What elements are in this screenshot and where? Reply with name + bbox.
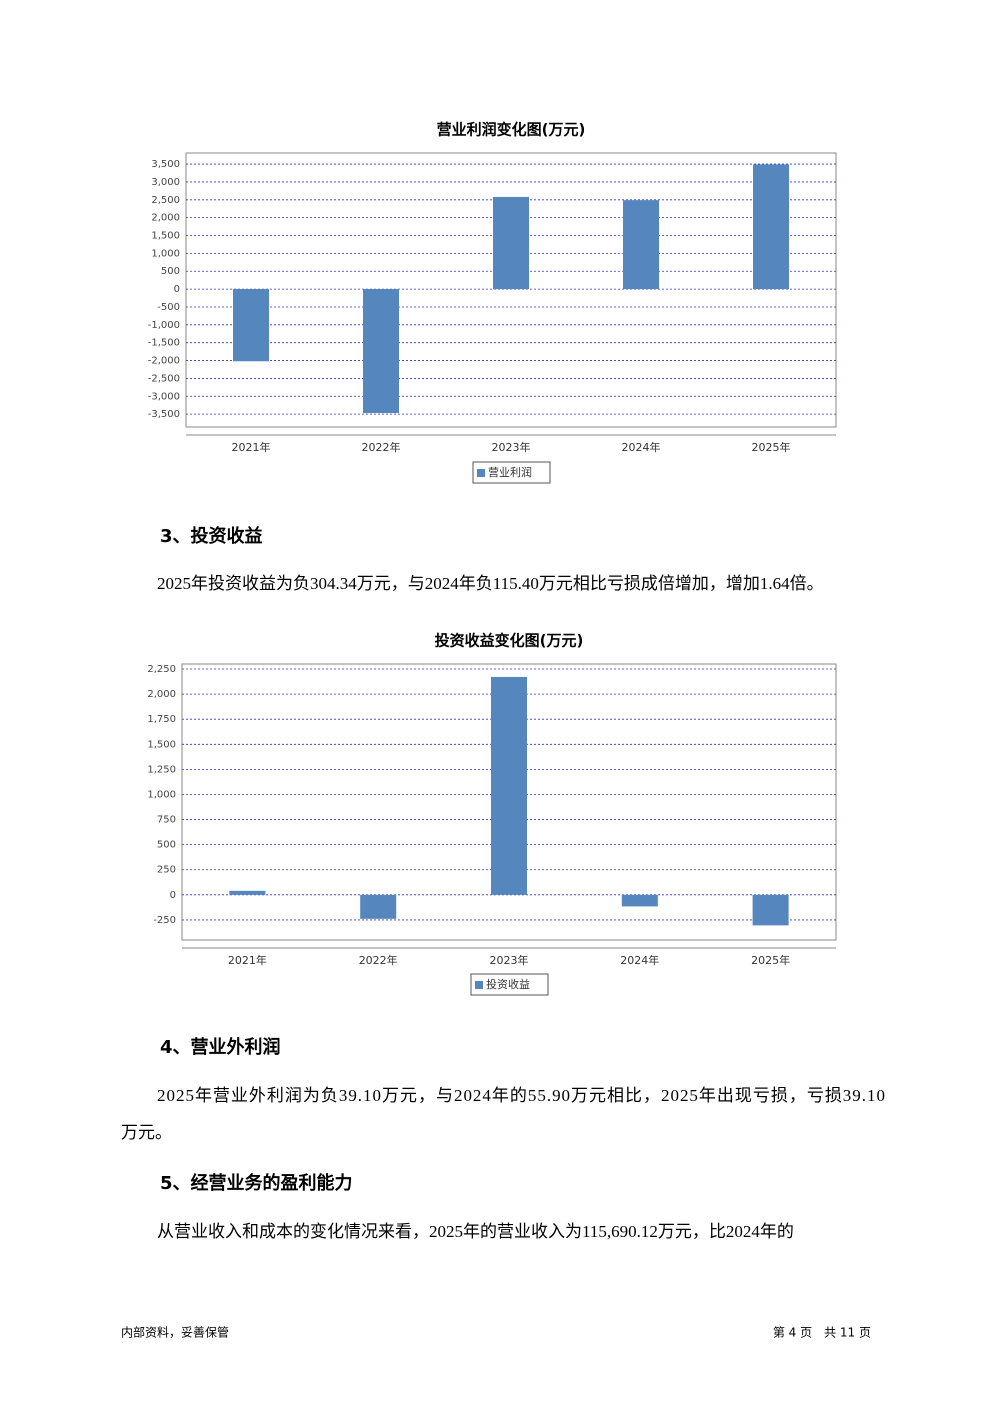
bar: [491, 676, 527, 895]
y-tick-label: 500: [161, 266, 180, 277]
bar: [621, 894, 658, 907]
x-tick-label: 2025年: [752, 440, 791, 454]
y-tick-label: 1,000: [151, 248, 180, 259]
footer-right: 第 4 页 共 11 页: [773, 1326, 871, 1340]
x-tick-label: 2025年: [751, 953, 790, 967]
paragraph: 2025年投资收益为负304.34万元，与2024年负115.40万元相比亏损成…: [157, 574, 824, 593]
legend-label: 营业利润: [488, 465, 532, 479]
y-tick-label: 1,250: [147, 764, 176, 775]
legend-label: 投资收益: [486, 977, 530, 991]
bar: [363, 289, 399, 414]
plot-area: [185, 152, 837, 428]
y-tick-label: 1,500: [151, 231, 180, 242]
section-heading: 5、经营业务的盈利能力: [160, 1172, 353, 1194]
x-tick-label: 2022年: [359, 953, 398, 967]
y-tick-label: -1,500: [148, 338, 180, 349]
chart-title: 投资收益变化图(万元): [435, 632, 584, 650]
legend-swatch: [477, 469, 485, 477]
y-tick-label: 3,500: [151, 159, 180, 170]
x-tick-label: 2021年: [232, 440, 271, 454]
y-tick-label: 250: [157, 865, 176, 876]
x-tick-label: 2024年: [620, 953, 659, 967]
y-tick-label: 0: [174, 284, 180, 295]
y-tick-label: -3,000: [148, 391, 180, 402]
plot-area: [181, 663, 837, 941]
y-tick-label: 500: [157, 840, 176, 851]
paragraph: 万元。: [121, 1123, 172, 1142]
x-tick-label: 2022年: [362, 440, 401, 454]
y-tick-label: 2,500: [151, 195, 180, 206]
y-tick-label: -3,500: [148, 409, 180, 420]
y-tick-label: -500: [157, 302, 180, 313]
legend-swatch: [475, 981, 483, 989]
bar: [233, 289, 269, 362]
y-tick-label: -250: [153, 915, 176, 926]
legend-box: [472, 461, 551, 484]
bar: [623, 200, 659, 290]
paragraph: 2025年营业外利润为负39.10万元，与2024年的55.90万元相比，202…: [157, 1086, 885, 1105]
x-tick-label: 2021年: [228, 953, 267, 967]
y-tick-label: 2,250: [147, 664, 176, 675]
y-tick-label: 0: [170, 890, 176, 901]
x-tick-label: 2023年: [490, 953, 529, 967]
y-tick-label: 1,750: [147, 714, 176, 725]
x-tick-label: 2023年: [492, 440, 531, 454]
bar: [229, 890, 266, 895]
bar: [493, 196, 529, 290]
footer-left: 内部资料，妥善保管: [121, 1325, 229, 1340]
y-tick-label: -1,000: [148, 320, 180, 331]
paragraph: 从营业收入和成本的变化情况来看，2025年的营业收入为115,690.12万元，…: [157, 1222, 794, 1241]
y-tick-label: 2,000: [147, 689, 176, 700]
legend-box: [470, 973, 549, 996]
section-heading: 4、营业外利润: [160, 1036, 281, 1058]
bar: [360, 894, 397, 919]
bar: [753, 164, 789, 290]
section-heading: 3、投资收益: [160, 525, 263, 547]
y-tick-label: -2,500: [148, 373, 180, 384]
chart-title: 营业利润变化图(万元): [437, 121, 586, 139]
x-tick-label: 2024年: [622, 440, 661, 454]
y-tick-label: 3,000: [151, 177, 180, 188]
y-tick-label: 2,000: [151, 213, 180, 224]
y-tick-label: 750: [157, 815, 176, 826]
y-tick-label: 1,000: [147, 789, 176, 800]
y-tick-label: -2,000: [148, 356, 180, 367]
bar: [752, 894, 789, 926]
y-tick-label: 1,500: [147, 739, 176, 750]
